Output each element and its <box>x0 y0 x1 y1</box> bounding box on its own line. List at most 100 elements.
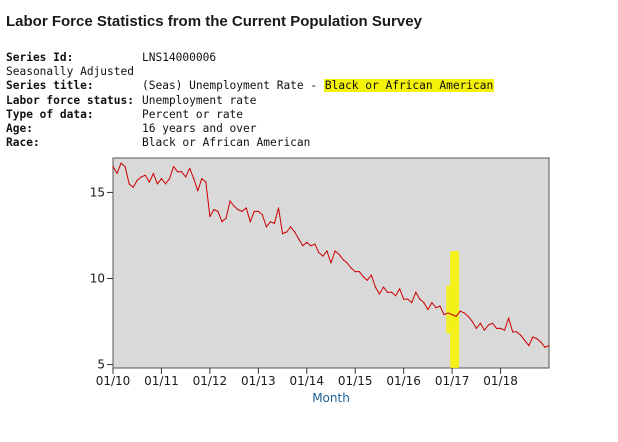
data-point-46 <box>298 238 300 240</box>
data-point-64 <box>370 274 372 276</box>
data-point-26 <box>217 210 219 212</box>
data-point-17 <box>181 171 183 173</box>
data-point-85 <box>455 315 457 317</box>
x-tick-label-8: 01/18 <box>483 374 518 388</box>
data-point-77 <box>423 301 425 304</box>
data-point-43 <box>285 231 288 233</box>
data-point-48 <box>306 241 308 243</box>
data-point-25 <box>213 209 215 211</box>
data-point-7 <box>140 176 142 178</box>
data-point-49 <box>310 245 312 247</box>
x-tick-label-6: 01/16 <box>386 374 421 388</box>
labor-force-status-value: Unemployment rate <box>142 93 257 107</box>
data-point-94 <box>491 322 494 324</box>
data-point-107 <box>544 346 546 348</box>
highlight-mark-left <box>446 285 452 334</box>
data-point-2 <box>120 162 122 164</box>
data-point-30 <box>233 205 235 207</box>
data-point-56 <box>338 253 340 255</box>
type-of-data-value: Percent or rate <box>142 107 244 121</box>
x-tick-label-0: 01/10 <box>96 374 131 388</box>
data-point-101 <box>520 334 522 336</box>
data-point-86 <box>459 310 461 312</box>
data-point-40 <box>273 222 276 225</box>
data-point-4 <box>128 183 130 185</box>
data-point-18 <box>185 176 187 178</box>
x-tick-label-5: 01/15 <box>338 374 373 388</box>
type-of-data-label: Type of data: <box>6 107 94 121</box>
data-point-61 <box>358 271 360 273</box>
data-point-68 <box>386 291 389 293</box>
y-tick-label-5: 5 <box>97 358 105 372</box>
data-point-1 <box>116 172 118 175</box>
data-point-15 <box>172 166 175 168</box>
data-point-67 <box>382 286 385 288</box>
data-point-99 <box>512 331 514 333</box>
data-point-81 <box>439 305 441 307</box>
data-point-57 <box>342 258 344 261</box>
data-point-29 <box>229 200 231 202</box>
x-axis-label: Month <box>312 391 350 405</box>
data-point-55 <box>334 250 336 252</box>
series-title-prefix: (Seas) Unemployment Rate - <box>142 79 324 93</box>
data-point-13 <box>164 183 167 185</box>
page-title: Labor Force Statistics from the Current … <box>6 13 422 30</box>
annotation-layer <box>446 250 460 368</box>
data-point-104 <box>532 336 534 338</box>
data-point-93 <box>487 324 490 326</box>
series-title-value: (Seas) Unemployment Rate - Black or Afri… <box>142 79 495 93</box>
race-value: Black or African American <box>142 136 311 150</box>
data-point-100 <box>516 331 518 333</box>
data-point-12 <box>160 178 163 180</box>
data-point-63 <box>366 279 368 281</box>
data-point-50 <box>314 243 316 245</box>
data-point-51 <box>318 252 320 254</box>
axis-layer: 5 10 15 01/10 01/11 01/12 01/13 01/14 01/15 01/16… <box>90 185 518 388</box>
y-tick-label-10: 10 <box>90 271 105 285</box>
data-point-42 <box>281 233 284 235</box>
labor-force-status-label: Labor force status: <box>6 93 134 107</box>
data-point-32 <box>241 210 243 212</box>
series-id-label: Series Id: <box>6 51 74 64</box>
data-point-60 <box>354 271 356 273</box>
data-point-37 <box>261 214 263 216</box>
data-point-89 <box>471 320 473 323</box>
y-tick-label-15: 15 <box>90 185 105 199</box>
data-point-96 <box>499 327 502 330</box>
x-tick-label-7: 01/17 <box>435 374 470 388</box>
series-id-value: LNS14000006 <box>142 51 217 64</box>
data-point-91 <box>479 322 481 324</box>
data-point-19 <box>189 167 191 169</box>
data-point-39 <box>269 221 272 223</box>
data-point-5 <box>132 186 134 188</box>
data-point-65 <box>374 286 377 288</box>
data-point-80 <box>435 307 437 309</box>
data-point-97 <box>503 329 506 331</box>
data-point-92 <box>483 329 486 331</box>
unemployment-line-chart: 5 10 15 01/10 01/11 01/12 01/13 01/14 01/15 01/16… <box>90 157 550 405</box>
data-point-105 <box>536 338 538 340</box>
data-point-38 <box>265 226 268 228</box>
data-point-78 <box>427 308 429 311</box>
data-point-41 <box>277 207 280 209</box>
series-layer <box>112 162 550 348</box>
data-point-31 <box>237 209 239 211</box>
data-point-88 <box>467 315 469 317</box>
data-point-90 <box>475 327 477 330</box>
data-point-74 <box>411 301 413 304</box>
data-point-58 <box>346 262 348 264</box>
data-point-23 <box>205 181 207 183</box>
data-point-70 <box>394 295 397 297</box>
data-point-82 <box>443 314 445 316</box>
data-point-72 <box>403 298 405 300</box>
data-point-20 <box>193 178 195 180</box>
data-point-69 <box>390 291 393 293</box>
data-point-106 <box>540 341 542 343</box>
data-point-6 <box>136 179 138 181</box>
age-value: 16 years and over <box>142 121 257 135</box>
x-tick-label-1: 01/11 <box>144 374 179 388</box>
series-title-label: Series title: <box>6 79 94 93</box>
data-point-108 <box>548 345 550 347</box>
data-point-79 <box>431 301 433 304</box>
race-label: Race: <box>6 136 40 150</box>
